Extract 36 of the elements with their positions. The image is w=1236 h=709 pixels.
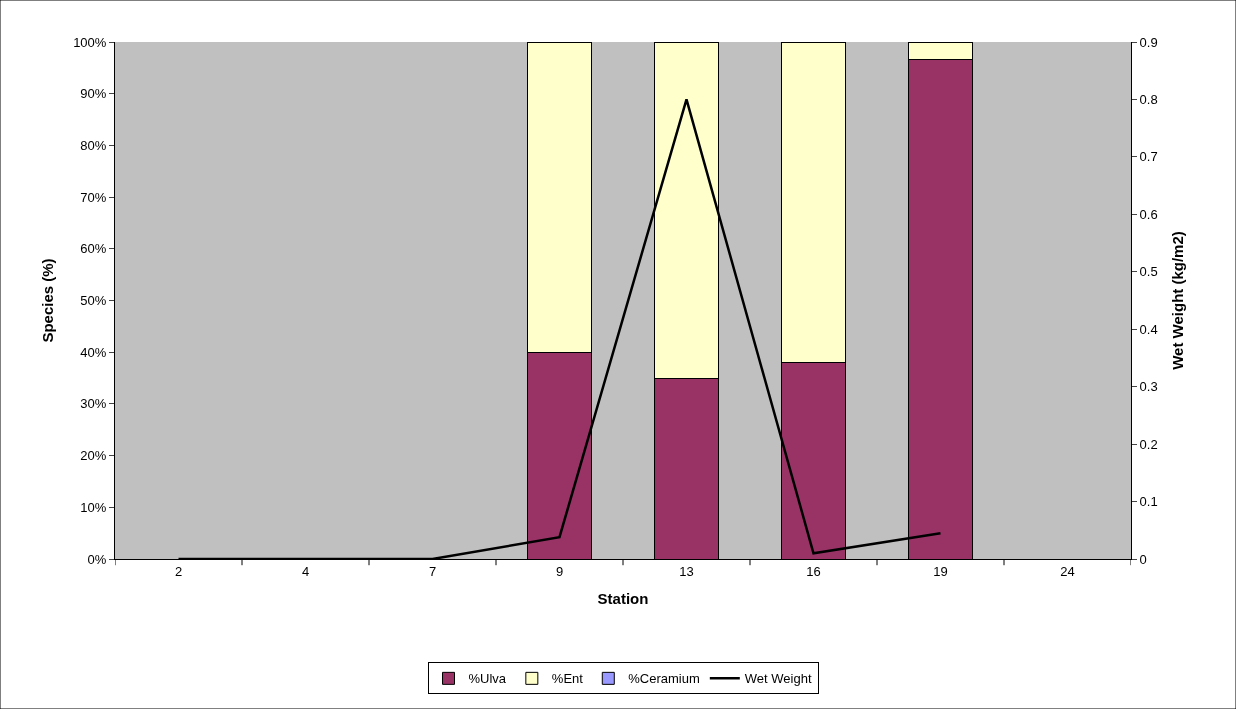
y-tick-label: 40% (80, 344, 107, 360)
x-tick-label: 2 (174, 563, 183, 579)
y-tick-label: 0% (87, 551, 107, 567)
y2-tick-label: 0.4 (1139, 321, 1158, 337)
y2-tick-label: 0.1 (1139, 494, 1158, 510)
y2-tick-label: 0 (1139, 551, 1147, 567)
y2-tick-label: 0.6 (1139, 206, 1158, 222)
x-tick-label: 13 (679, 563, 694, 579)
y2-tick-label: 0.3 (1139, 379, 1158, 395)
x-tick-label: 7 (428, 563, 437, 579)
y-tick-label: 60% (80, 241, 107, 257)
legend-label: %Ceramium (628, 671, 700, 687)
y-tick-label: 30% (80, 396, 107, 412)
x-tick-label: 16 (806, 563, 821, 579)
legend-label: %Ulva (468, 671, 507, 687)
y2-axis-title: Wet Weight (kg/m2) (1168, 231, 1186, 370)
x-axis-title: Station (597, 589, 649, 607)
y2-tick-label: 0.8 (1139, 91, 1158, 107)
x-tick-label: 4 (301, 563, 310, 579)
y-tick-label: 20% (80, 448, 107, 464)
y-tick-label: 90% (80, 86, 107, 102)
y-tick-label: 10% (80, 499, 107, 515)
y-tick-label: 100% (73, 34, 107, 50)
y-tick-label: 80% (80, 137, 107, 153)
y2-tick-label: 0.9 (1139, 34, 1158, 50)
x-tick-label: 9 (555, 563, 564, 579)
y-axis-title: Species (%) (39, 258, 57, 343)
legend-label: Wet Weight (744, 671, 812, 687)
x-tick-label: 19 (933, 563, 948, 579)
x-tick-label: 24 (1060, 563, 1075, 579)
y-tick-label: 50% (80, 293, 107, 309)
y2-tick-label: 0.7 (1139, 149, 1158, 165)
legend-label: %Ent (551, 671, 584, 687)
y2-tick-label: 0.2 (1139, 436, 1158, 452)
y2-tick-label: 0.5 (1139, 264, 1158, 280)
y-tick-label: 70% (80, 189, 107, 205)
